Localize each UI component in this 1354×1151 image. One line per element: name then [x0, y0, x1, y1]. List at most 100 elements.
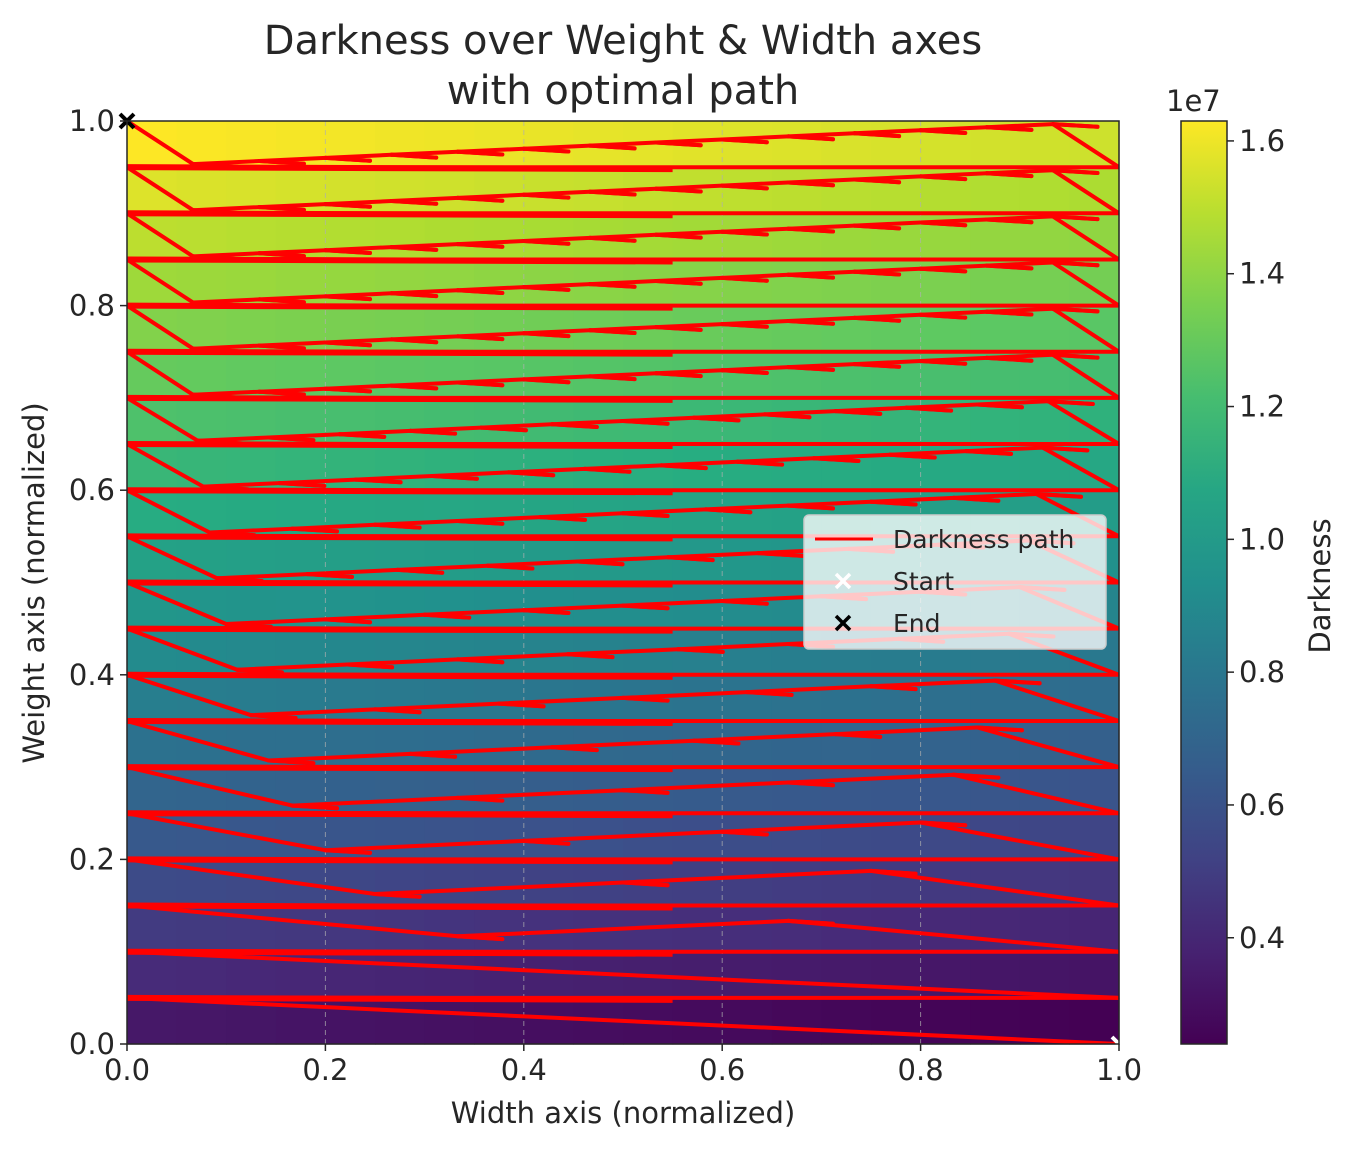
path-segment	[1050, 122, 1100, 129]
path-segment	[1046, 399, 1095, 406]
path-segment	[951, 772, 1001, 780]
path-segment	[373, 880, 625, 896]
heatmap-cell	[176, 813, 227, 860]
heatmap-cell	[127, 582, 178, 630]
colorbar-tick-label: 0.8	[1239, 655, 1285, 689]
path-segment	[762, 412, 812, 420]
path-segment	[869, 499, 918, 507]
path-segment	[266, 751, 413, 763]
heatmap-cell	[771, 813, 822, 860]
path-segment	[654, 140, 703, 148]
path-segment	[127, 487, 673, 496]
path-segment	[621, 603, 670, 611]
heatmap-cell	[474, 582, 525, 630]
path-segment	[127, 394, 673, 403]
path-segment	[720, 599, 769, 606]
heatmap	[127, 121, 1120, 1045]
heatmap-cell	[523, 767, 574, 814]
path-segment	[323, 848, 372, 855]
path-segment	[1050, 214, 1119, 262]
path-segment	[455, 519, 505, 526]
path-segment	[1050, 352, 1119, 400]
heatmap-cell	[226, 859, 277, 907]
heatmap-cell	[1019, 444, 1070, 491]
path-segment	[720, 829, 769, 837]
heatmap-cell	[1019, 997, 1070, 1045]
path-segment	[720, 137, 769, 145]
path-segment	[127, 625, 673, 634]
path-segment	[389, 245, 439, 252]
heatmap-cell	[1019, 813, 1070, 860]
heatmap-cell	[375, 351, 426, 399]
heatmap-cell	[1069, 905, 1120, 953]
legend: Darkness path Start End	[803, 514, 1107, 650]
legend-label-end: End	[893, 609, 941, 638]
heatmap-cell	[821, 444, 872, 491]
path-segment	[691, 738, 741, 746]
path-segment	[869, 868, 918, 876]
heatmap-cell	[871, 859, 922, 907]
path-segment	[654, 186, 703, 194]
path-segment	[257, 297, 306, 305]
heatmap-cell	[722, 813, 773, 860]
heatmap-cell	[523, 582, 574, 630]
heatmap-cell	[771, 351, 822, 399]
colorbar-tick-label: 0.6	[1239, 788, 1285, 822]
path-segment	[323, 617, 372, 625]
path-segment	[676, 647, 725, 654]
path-segment	[127, 902, 673, 911]
path-segment	[127, 579, 673, 588]
path-segment	[373, 707, 422, 715]
path-segment	[127, 211, 196, 259]
path-segment	[654, 371, 703, 379]
x-tick-label: 0.6	[699, 1053, 745, 1087]
heatmap-cell	[176, 213, 227, 261]
path-segment	[127, 717, 673, 726]
heatmap-cell	[821, 259, 872, 307]
path-segment	[127, 442, 206, 489]
path-segment	[373, 701, 501, 712]
heatmap-cell	[771, 305, 822, 353]
path-segment	[506, 470, 556, 478]
path-segment	[720, 275, 769, 283]
path-segment	[1050, 122, 1119, 170]
path-segment	[389, 199, 439, 206]
heatmap-cell	[871, 167, 922, 214]
heatmap-cell	[722, 167, 773, 214]
path-segment	[127, 672, 253, 718]
heatmap-cell	[176, 167, 227, 214]
path-segment	[266, 758, 316, 766]
heatmap-cell	[821, 720, 872, 768]
path-segment	[786, 780, 835, 788]
heatmap-cell	[1069, 997, 1120, 1045]
path-segment	[786, 503, 835, 511]
heatmap-cell	[226, 905, 277, 953]
plot-frame	[126, 120, 1120, 1045]
path-segment	[951, 772, 1119, 816]
path-segment	[323, 838, 526, 853]
y-tick-label: 1.0	[69, 104, 115, 138]
heatmap-cell	[970, 905, 1021, 953]
heatmap-cell	[424, 490, 475, 537]
heatmap-cell	[771, 905, 822, 953]
heatmap-cell	[424, 997, 475, 1045]
heatmap-cell	[672, 905, 723, 953]
path-segment	[127, 811, 328, 853]
path-segment	[127, 164, 673, 173]
path-segment	[538, 515, 587, 522]
path-segment	[587, 143, 637, 151]
path-segment	[323, 294, 372, 302]
path-segment	[833, 409, 883, 416]
path-segment	[521, 838, 571, 846]
path-segment	[587, 328, 637, 335]
path-segment	[395, 567, 445, 575]
path-segment	[659, 463, 708, 471]
heatmap-cell	[375, 997, 426, 1045]
path-segment	[305, 572, 354, 579]
path-segment	[756, 551, 805, 558]
heatmap-cell	[325, 674, 376, 722]
path-segment	[852, 177, 902, 185]
heatmap-cell	[771, 767, 822, 814]
path-segment	[323, 248, 372, 255]
